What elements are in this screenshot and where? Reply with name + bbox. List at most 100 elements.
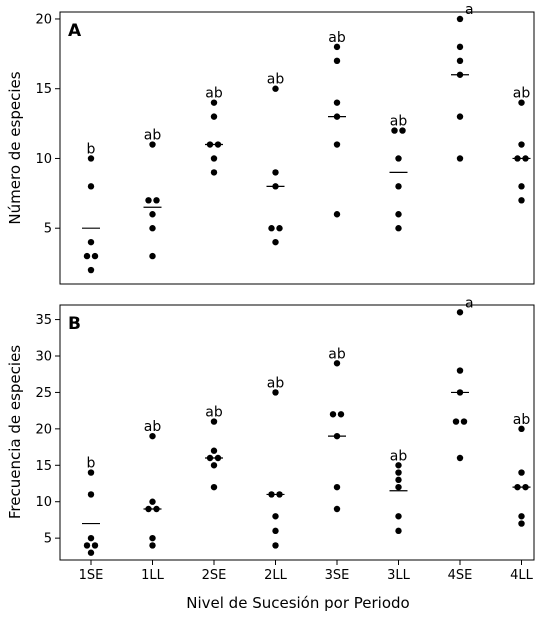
data-point [91,252,99,260]
data-point [272,85,279,92]
data-point [518,469,525,476]
significance-label: ab [390,114,408,130]
data-point [395,183,402,190]
data-point [91,542,99,549]
data-point [149,211,156,218]
data-point [272,169,279,176]
data-point [272,513,279,520]
data-point [272,542,279,549]
data-point [456,454,464,462]
data-point [149,141,156,148]
x-tick-label: 3SE [325,568,350,583]
data-point [399,127,406,134]
data-point [210,418,218,425]
data-point [276,225,283,232]
data-point [456,155,464,162]
data-point [456,367,464,374]
data-point [333,360,341,367]
data-point [460,418,468,425]
data-point [210,169,218,176]
data-point [395,211,402,218]
panel-a-frame [59,11,535,285]
data-point [149,534,156,542]
significance-label: ab [513,86,531,102]
data-point [210,99,218,106]
panel-b-y-axis-title: Frecuencia de especies [6,345,24,519]
x-axis: 1SE 1LL 2SE 2LL 3SE 3LL 4SE 4LL [79,560,534,583]
x-axis-title: Nivel de Sucesión por Periodo [186,594,409,612]
data-point [456,57,464,65]
data-point [153,197,160,204]
significance-label: ab [267,375,285,391]
y-tick-label: 10 [35,152,52,167]
data-point [391,127,398,134]
data-point [452,418,460,425]
data-point [518,141,525,148]
data-point [87,183,95,190]
data-point [272,238,279,246]
data-point [83,252,91,260]
x-tick-label: 2SE [202,568,227,583]
panel-a: A Número de especies 5 10 15 20 b ab ab ab ab ab a… [6,2,535,285]
significance-label: ab [205,86,223,102]
significance-label: ab [205,405,223,421]
data-point [210,113,218,120]
data-point [149,542,156,549]
data-point [87,469,95,476]
data-point [87,266,95,274]
data-point [149,498,156,505]
data-point [395,476,402,484]
data-point [518,520,525,527]
panel-a-letter: A [68,21,82,41]
y-tick-label: 20 [35,422,52,437]
significance-label: a [465,2,474,18]
significance-label: ab [390,448,408,464]
data-point [456,309,464,316]
x-tick-label: 2LL [264,568,288,583]
data-point [456,43,464,51]
significance-label: a [465,295,474,311]
data-point [518,183,525,190]
data-point [456,15,464,23]
data-point [210,155,218,162]
x-tick-label: 3LL [387,568,411,583]
significance-label: ab [267,72,285,88]
y-tick-label: 20 [35,12,52,27]
data-point [395,483,402,491]
data-point [333,505,341,513]
data-point [518,513,525,520]
data-point [518,425,525,433]
data-point [210,462,218,469]
data-point [145,197,152,204]
data-point [329,411,337,418]
x-tick-label: 4LL [510,568,534,583]
data-point [87,238,95,246]
panel-b-letter: B [68,314,81,334]
data-point [395,462,402,469]
data-point [395,527,402,535]
y-tick-label: 25 [35,386,52,401]
data-point [395,469,402,476]
data-point [210,447,218,454]
data-point [333,483,341,491]
data-point [210,483,218,491]
significance-label: ab [328,346,346,362]
data-point [87,491,95,498]
significance-label: b [87,141,96,157]
data-point [395,513,402,520]
data-point [87,534,95,542]
data-point [518,197,525,204]
y-tick-label: 5 [44,532,52,547]
data-point [87,549,95,556]
x-tick-label: 4SE [448,568,473,583]
panel-b: B Frecuencia de especies 5 10 15 20 25 30 35 b a… [6,295,535,561]
significance-label: b [87,456,96,472]
data-point [333,43,341,51]
data-point [333,211,341,218]
data-point [87,155,95,162]
y-tick-label: 5 [44,222,52,237]
significance-label: ab [513,412,531,428]
panel-a-y-axis-title: Número de especies [6,71,24,224]
y-tick-label: 30 [35,350,52,365]
